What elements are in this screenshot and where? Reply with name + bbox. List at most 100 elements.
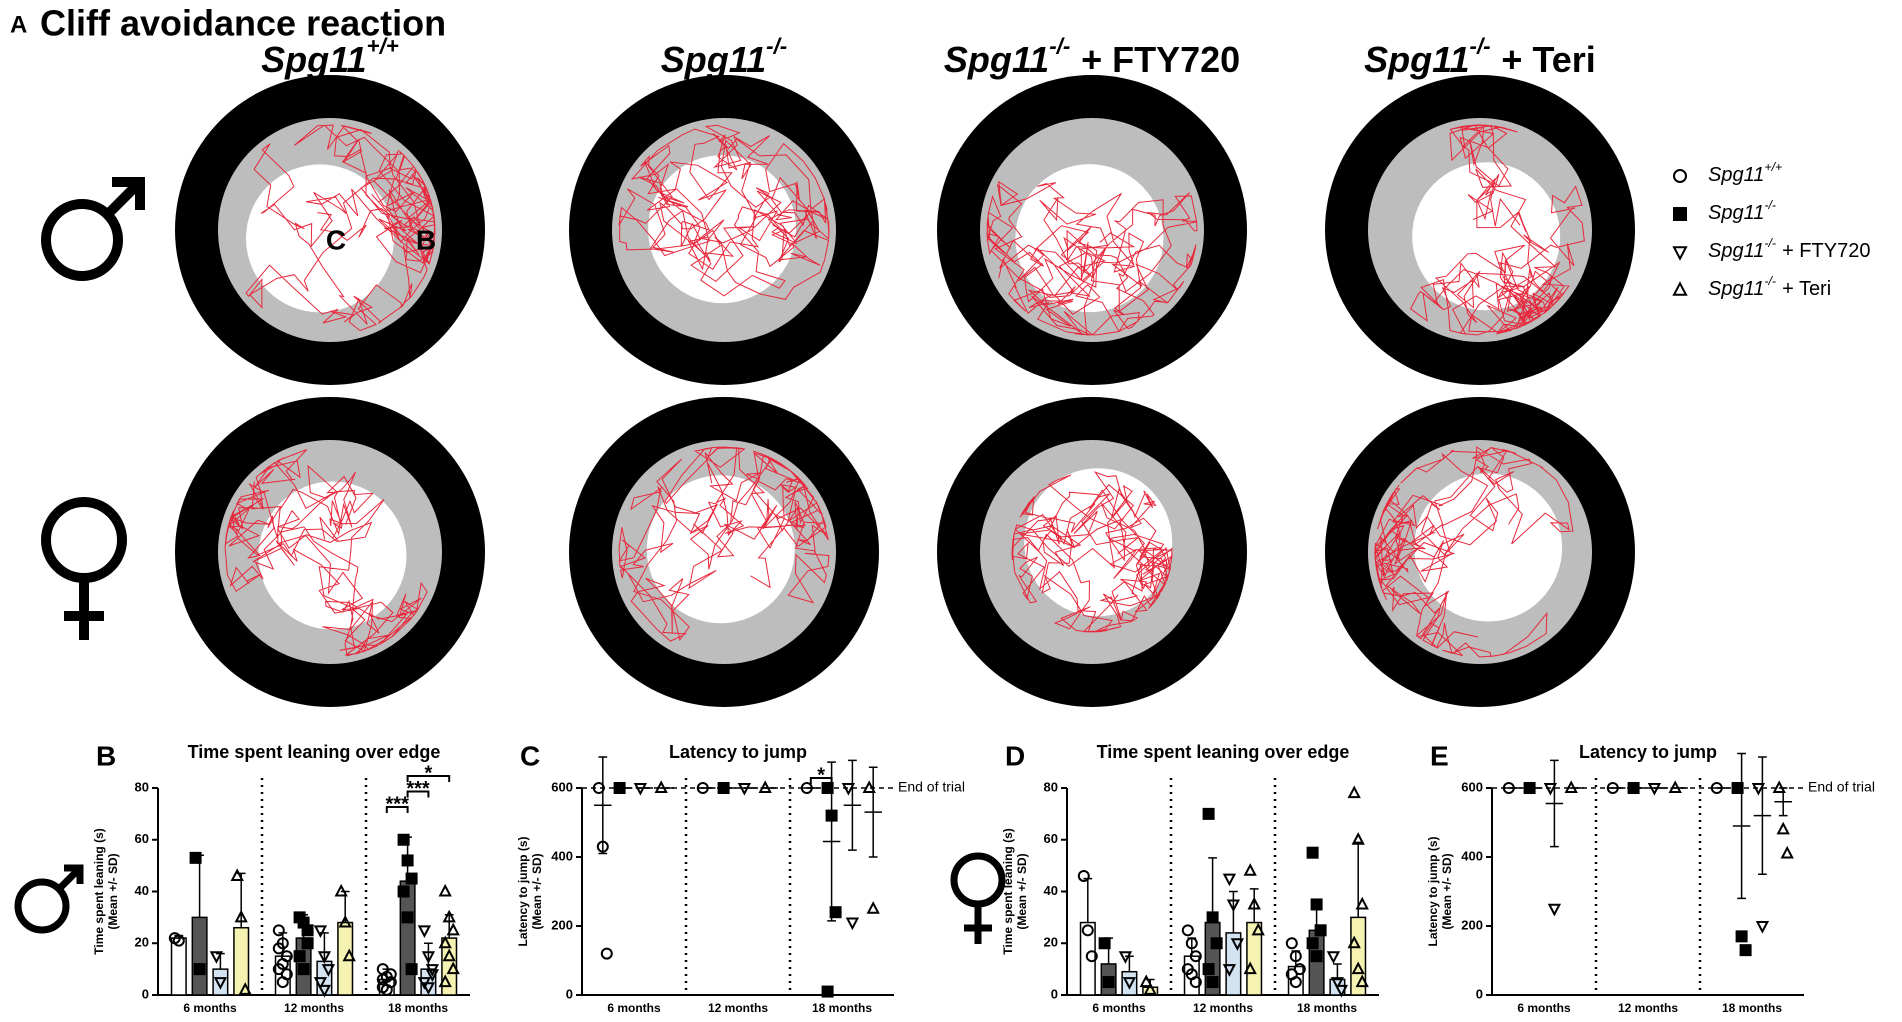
point [1351,961,1365,975]
point [1543,783,1558,796]
trajectory [245,124,436,332]
point [596,840,609,853]
genotype-label: Spg11-/- [661,33,787,79]
point [717,782,730,794]
y-tick-label: 60 [135,831,149,846]
point [1314,924,1327,937]
point [1735,930,1748,943]
trajectory [1409,124,1585,336]
genotype-label: Spg11-/- + FTY720 [1708,236,1870,262]
point [1776,821,1790,835]
y-tick-label: 80 [135,779,149,794]
significance-label: * [425,762,433,784]
point [189,851,202,864]
point [1710,782,1723,794]
gene: Spg11 [1708,278,1764,300]
point [1143,982,1157,995]
error-bar [1249,888,1259,923]
y-tick-label: 400 [551,848,573,863]
significance-bracket [406,775,451,782]
reference-label: End of trial [898,779,965,795]
x-tick-label: 12 months [708,1001,768,1015]
gene: Spg11 [1708,240,1764,262]
point [238,982,252,995]
point [193,963,206,976]
treatment: + Teri [1501,39,1595,80]
point [1202,807,1215,820]
point [866,901,880,914]
point [1310,898,1323,911]
x-tick-label: 6 months [607,1001,661,1015]
point [1098,937,1111,950]
point [1222,873,1237,887]
point [438,974,452,988]
x-tick-label: 12 months [1618,1001,1678,1015]
point [1772,780,1786,793]
panel-letter: B [96,740,116,771]
point [213,977,228,990]
point [1326,951,1341,964]
point [209,951,224,964]
y-tick-label: 20 [1044,935,1058,950]
y-tick-label: 400 [1461,848,1483,863]
point [1547,903,1562,917]
bar [1121,970,1138,996]
significance-label: * [817,764,825,786]
x-tick-label: 12 months [284,1001,344,1015]
significance-label: *** [406,778,430,800]
trajectory [618,446,830,642]
point [1230,938,1245,951]
chart: B Time spent leaning over edge Time spent … [92,740,470,1015]
point [313,925,328,938]
error-bar [195,854,204,918]
y-tick-label: 40 [1044,883,1058,898]
significance-bracket [406,790,430,798]
male-symbol [14,864,84,934]
point [1739,944,1752,957]
point [1347,935,1361,949]
point [442,909,456,923]
y-axis-label: Time spent leaning (s) [92,828,106,954]
trajectory [986,180,1198,336]
point [442,948,456,962]
y-axis-label: (Mean +/- SD) [530,853,544,929]
point [862,780,876,793]
point [338,914,352,928]
y-tick-label: 0 [1476,986,1483,1001]
zone-label: F [465,224,482,255]
point [1668,780,1682,793]
point [1118,951,1133,964]
point [1189,950,1202,963]
point [821,782,834,794]
bar [212,968,229,996]
point [1780,845,1794,859]
point [1081,924,1094,937]
significance-bracket [385,806,409,813]
zone-label: C [326,224,346,255]
y-axis-label: Latency to jump (s) [516,836,530,946]
point [293,950,306,963]
point [841,783,856,796]
point [334,883,348,897]
genotype: -/- [1049,33,1070,58]
chart-title: Latency to jump [1579,742,1717,762]
trajectory [1373,446,1574,658]
point [737,783,752,796]
y-tick-label: 20 [135,935,149,950]
point [1334,984,1349,998]
y-axis-label: (Mean +/- SD) [106,853,120,929]
point [438,883,452,897]
genotype: -/- [766,33,787,58]
point [1627,782,1640,794]
gene: Spg11 [944,39,1049,80]
y-tick-label: 600 [551,779,573,794]
genotype: +/+ [367,33,399,58]
treatment: + FTY720 [1782,240,1870,262]
point [425,969,440,982]
female-symbol [41,497,127,640]
point [321,964,336,977]
panel-letter: E [1430,740,1449,771]
chart: D Time spent leaning over edge Time spent … [1001,740,1379,1015]
y-axis-label: Latency to jump (s) [1426,836,1440,946]
chart-title: Time spent leaning over edge [188,742,441,762]
